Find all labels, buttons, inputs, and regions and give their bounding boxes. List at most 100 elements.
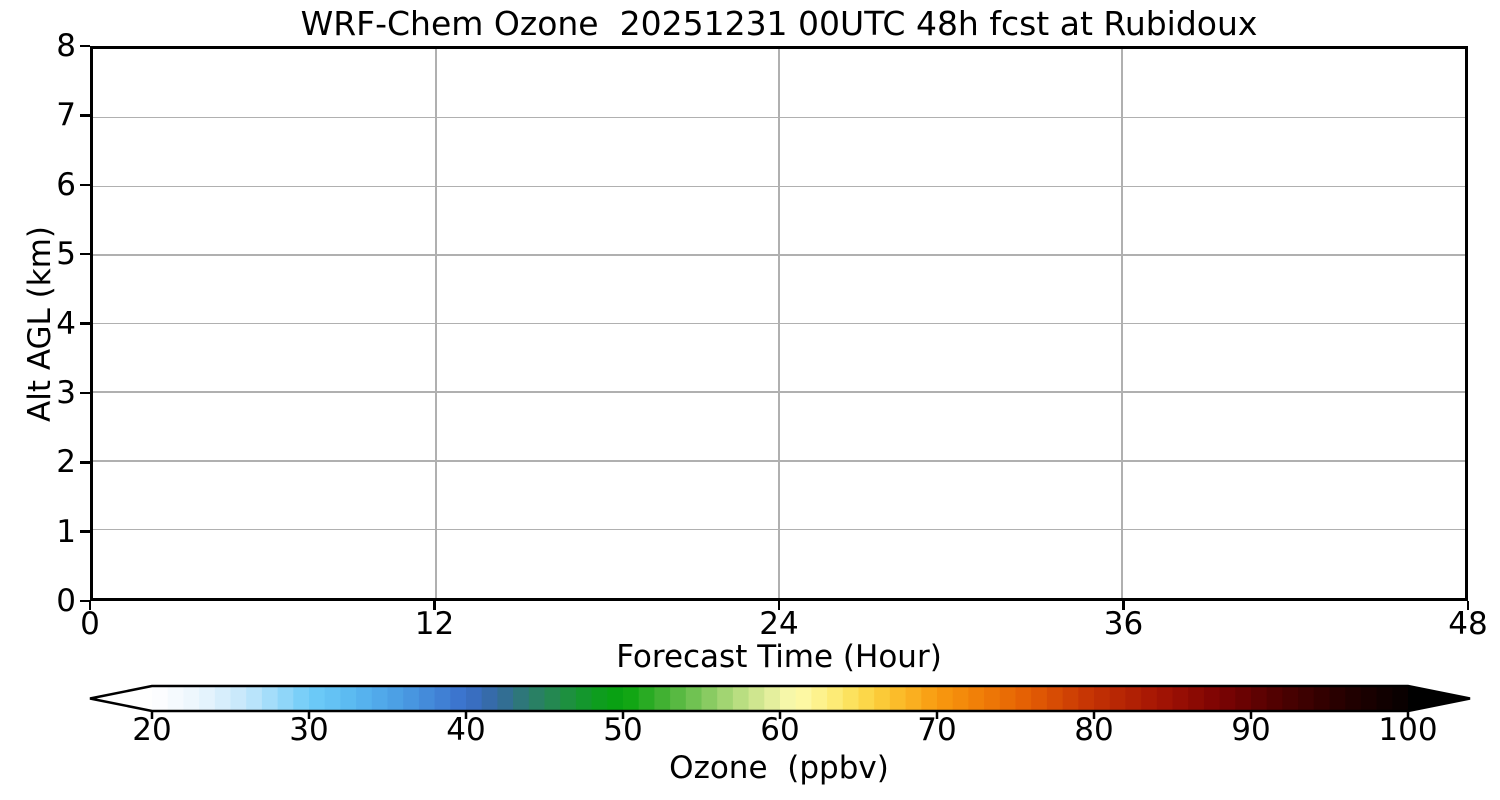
colorbar-tick-label: 100 [1378, 712, 1438, 748]
colorbar-tick-label: 60 [760, 712, 800, 748]
colorbar-segment [717, 686, 734, 711]
colorbar-segment [497, 686, 514, 711]
colorbar-segment [1298, 686, 1315, 711]
colorbar-segment [167, 686, 184, 711]
gridline-vertical [778, 49, 780, 598]
colorbar-tick-label: 40 [446, 712, 486, 748]
plot-area [90, 46, 1468, 601]
colorbar-segment [528, 686, 545, 711]
colorbar-segment [858, 686, 875, 711]
colorbar-segment [152, 686, 169, 711]
colorbar-segment [1251, 686, 1268, 711]
colorbar-segment [1078, 686, 1095, 711]
colorbar-segment [309, 686, 326, 711]
colorbar-segment [1235, 686, 1252, 711]
colorbar-segment [889, 686, 906, 711]
colorbar-segment [685, 686, 702, 711]
colorbar-segment [670, 686, 687, 711]
colorbar-segment [1046, 686, 1063, 711]
colorbar-segment [1376, 686, 1393, 711]
colorbar-segment [403, 686, 420, 711]
colorbar-segment [1172, 686, 1189, 711]
colorbar-segment [434, 686, 451, 711]
colorbar-segment [575, 686, 592, 711]
colorbar-segment [1094, 686, 1111, 711]
colorbar-segment [952, 686, 969, 711]
x-tick-label: 0 [80, 606, 100, 642]
y-tick-mark [80, 391, 90, 395]
x-axis-label: Forecast Time (Hour) [616, 639, 942, 675]
gridline-vertical [435, 49, 437, 598]
y-tick-mark [80, 461, 90, 464]
colorbar-segment [1266, 686, 1283, 711]
colorbar-segment [591, 686, 608, 711]
colorbar-segment [1313, 686, 1330, 711]
y-tick-mark [80, 322, 90, 325]
colorbar-segment [261, 686, 278, 711]
colorbar-segment [214, 686, 231, 711]
y-tick-mark [80, 530, 90, 533]
colorbar-segment [246, 686, 263, 711]
colorbar-segment [1015, 686, 1032, 711]
colorbar-segment [356, 686, 373, 711]
colorbar-segment [795, 686, 812, 711]
colorbar-segment [371, 686, 388, 711]
colorbar-segment [984, 686, 1001, 711]
colorbar-segment [481, 686, 498, 711]
x-tick-label: 48 [1448, 606, 1488, 642]
x-tick-label: 24 [759, 606, 799, 642]
colorbar-segment [277, 686, 294, 711]
colorbar-label: Ozone (ppbv) [669, 750, 889, 786]
colorbar [89, 684, 1471, 719]
colorbar-segment [701, 686, 718, 711]
colorbar-segment [387, 686, 404, 711]
y-tick-label: 7 [56, 97, 76, 134]
x-tick-mark [1122, 601, 1125, 610]
y-tick-mark [80, 114, 90, 117]
colorbar-segment [827, 686, 844, 711]
colorbar-segment [230, 686, 247, 711]
colorbar-segment [748, 686, 765, 711]
y-tick-label: 8 [56, 28, 76, 64]
colorbar-segment [968, 686, 985, 711]
colorbar-segment [638, 686, 655, 711]
colorbar-segment [874, 686, 891, 711]
colorbar-segment [842, 686, 859, 711]
colorbar-segment [607, 686, 624, 711]
colorbar-tick-label: 70 [917, 712, 957, 748]
colorbar-segment [324, 686, 341, 711]
y-tick-label: 5 [56, 236, 76, 273]
colorbar-segment [183, 686, 200, 711]
colorbar-segment [1219, 686, 1236, 711]
y-tick-label: 1 [56, 513, 76, 550]
colorbar-segment [450, 686, 467, 711]
y-tick-mark [80, 44, 90, 48]
x-tick-mark [1466, 601, 1470, 610]
x-tick-mark [88, 601, 92, 610]
y-tick-mark [80, 252, 90, 256]
y-tick-label: 3 [56, 374, 76, 411]
colorbar-under-arrow [90, 686, 152, 711]
colorbar-segment [1109, 686, 1126, 711]
y-tick-label: 2 [56, 444, 76, 481]
colorbar-segment [1203, 686, 1220, 711]
colorbar-over-arrow [1408, 686, 1470, 711]
colorbar-tick-label: 30 [289, 712, 329, 748]
colorbar-tick-label: 20 [132, 712, 172, 748]
colorbar-tick-label: 90 [1231, 712, 1271, 748]
colorbar-segment [1125, 686, 1142, 711]
colorbar-segment [544, 686, 561, 711]
colorbar-segment [1345, 686, 1362, 711]
x-tick-mark [433, 601, 436, 610]
colorbar-segment [654, 686, 671, 711]
x-tick-label: 12 [414, 606, 455, 642]
y-tick-label: 6 [56, 166, 76, 203]
colorbar-segment [732, 686, 749, 711]
colorbar-segment [1329, 686, 1346, 711]
colorbar-segment [921, 686, 938, 711]
colorbar-segment [999, 686, 1016, 711]
colorbar-segment [764, 686, 781, 711]
colorbar-segment [1062, 686, 1079, 711]
colorbar-segment [905, 686, 922, 711]
